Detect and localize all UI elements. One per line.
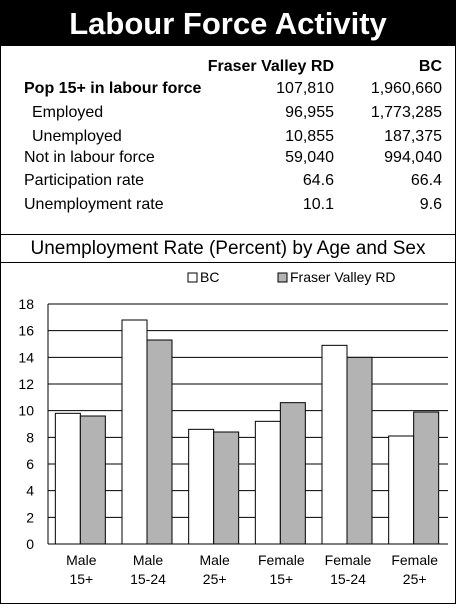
x-tick-label: Female xyxy=(258,552,305,568)
bar-bc xyxy=(188,428,215,545)
x-tick-label: Male xyxy=(199,552,230,568)
table-row: Unemployment rate 10.1 9.6 xyxy=(0,196,456,220)
row-label: Unemployed xyxy=(32,128,122,145)
row-label: Pop 15+ in labour force xyxy=(24,80,202,97)
header-fraser-valley: Fraser Valley RD xyxy=(207,58,334,75)
bar-bc xyxy=(321,344,348,545)
bar-bc xyxy=(121,319,148,545)
x-tick-label: Male xyxy=(66,552,97,568)
x-tick-label: 15+ xyxy=(269,571,293,587)
bar-chart: BC Fraser Valley RD 0 2 4 6 8 10 12 14 16 18 Male 15+… xyxy=(18,269,448,587)
y-tick-label: 0 xyxy=(26,536,34,552)
table-row: Employed 96,955 1,773,285 xyxy=(0,104,456,128)
y-tick-label: 18 xyxy=(18,296,34,312)
x-tick-label: 15+ xyxy=(69,571,93,587)
table-row: Not in labour force 59,040 994,040 xyxy=(0,149,456,173)
y-tick-label: 4 xyxy=(26,483,34,499)
bar-fraser-valley xyxy=(146,339,173,545)
x-tick-label: Male xyxy=(133,552,164,568)
x-tick-label: 25+ xyxy=(403,571,427,587)
table-header-row: Fraser Valley RD BC xyxy=(0,58,456,82)
x-tick-label: Female xyxy=(325,552,372,568)
x-tick-label: 15-24 xyxy=(130,571,166,587)
table-row: Participation rate 64.6 66.4 xyxy=(0,172,456,196)
legend-swatch xyxy=(277,272,288,283)
row-label: Unemployment rate xyxy=(24,196,164,213)
bar-fraser-valley xyxy=(213,431,240,545)
fraser-valley-value: 10,855 xyxy=(285,128,334,145)
fraser-valley-value: 96,955 xyxy=(285,104,334,121)
fraser-valley-value: 59,040 xyxy=(285,149,334,166)
y-tick-label: 16 xyxy=(18,323,34,339)
legend-swatch xyxy=(187,272,198,283)
x-tick-label: 25+ xyxy=(203,571,227,587)
x-tick-label: Female xyxy=(391,552,438,568)
bar-bc xyxy=(254,420,281,545)
table-row: Unemployed 10,855 187,375 xyxy=(0,128,456,152)
bc-value: 1,773,285 xyxy=(370,104,442,121)
fraser-valley-value: 107,810 xyxy=(276,80,334,97)
bar-bc xyxy=(54,412,81,545)
x-tick-label: 15-24 xyxy=(330,571,366,587)
bc-value: 187,375 xyxy=(384,128,442,145)
bar-fraser-valley xyxy=(346,356,373,545)
y-tick-label: 2 xyxy=(26,509,34,525)
y-tick-label: 14 xyxy=(18,349,34,365)
fraser-valley-value: 10.1 xyxy=(302,196,334,213)
legend-label: Fraser Valley RD xyxy=(290,269,396,285)
bar-fraser-valley xyxy=(413,411,440,545)
bar-fraser-valley xyxy=(79,415,106,545)
row-label: Participation rate xyxy=(24,172,145,189)
bc-value: 1,960,660 xyxy=(370,80,442,97)
y-tick-label: 12 xyxy=(18,376,34,392)
header-bc: BC xyxy=(418,58,442,75)
row-label: Not in labour force xyxy=(24,149,155,166)
y-tick-label: 8 xyxy=(26,429,34,445)
bar-fraser-valley xyxy=(279,402,306,545)
fraser-valley-value: 64.6 xyxy=(302,172,334,189)
labour-table: Fraser Valley RD BC Pop 15+ in labour fo… xyxy=(0,46,456,234)
bc-value: 994,040 xyxy=(384,149,442,166)
chart-title: Unemployment Rate (Percent) by Age and S… xyxy=(0,234,456,263)
bc-value: 9.6 xyxy=(419,196,442,213)
table-row: Pop 15+ in labour force 107,810 1,960,660 xyxy=(0,80,456,104)
y-tick-label: 10 xyxy=(18,403,34,419)
page-title: Labour Force Activity xyxy=(1,1,455,46)
row-label: Employed xyxy=(32,104,104,121)
bc-value: 66.4 xyxy=(410,172,442,189)
bar-bc xyxy=(388,435,415,545)
legend-label: BC xyxy=(200,269,219,285)
y-tick-label: 6 xyxy=(26,456,34,472)
